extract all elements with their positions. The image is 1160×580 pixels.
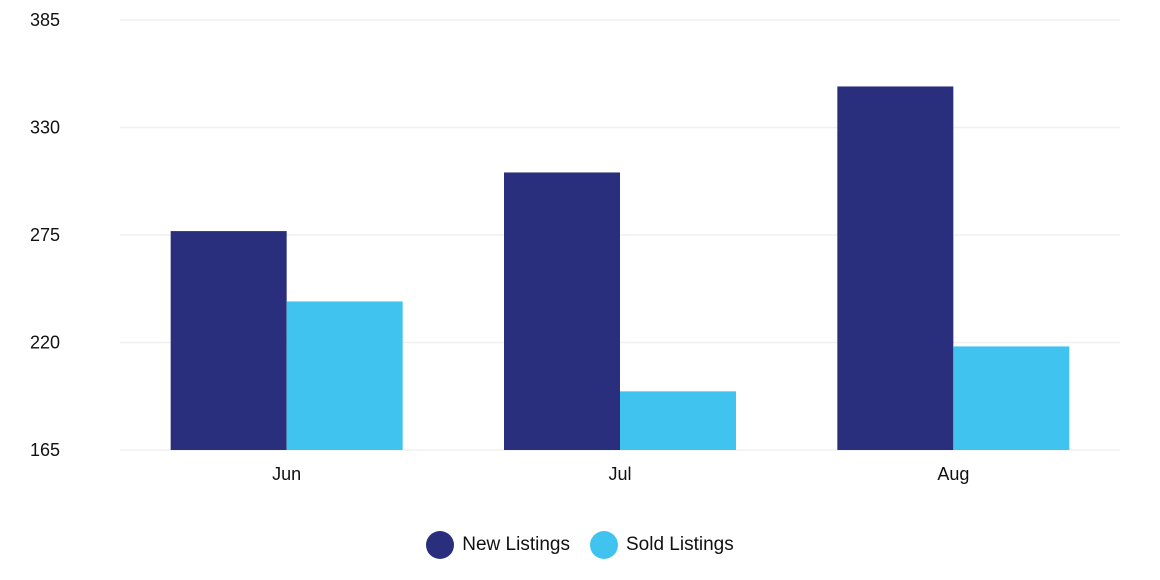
- x-tick-label: Jun: [272, 464, 301, 484]
- bars: [170, 86, 1070, 451]
- bar-new-listings-aug[interactable]: [837, 86, 954, 451]
- legend-swatch-sold-listings: [589, 531, 618, 559]
- bar-sold-listings-jul[interactable]: [620, 391, 736, 450]
- y-tick-label: 385: [30, 10, 60, 30]
- bar-new-listings-jun[interactable]: [170, 231, 287, 450]
- y-tick-label: 165: [30, 440, 60, 460]
- y-axis-ticks: 165 220 275 330 385: [30, 10, 60, 460]
- y-tick-label: 220: [30, 333, 60, 353]
- x-tick-label: Aug: [937, 464, 969, 484]
- bar-new-listings-jul[interactable]: [504, 172, 620, 451]
- y-tick-label: 275: [30, 225, 60, 245]
- bar-chart: 165 220 275 330 385 Jun Jul Aug: [30, 10, 1120, 484]
- legend-label-sold-listings: Sold Listings: [625, 534, 734, 555]
- bar-sold-listings-aug[interactable]: [953, 346, 1070, 450]
- chart-legend: New Listings Sold Listings: [0, 530, 1160, 560]
- legend-label-new-listings: New Listings: [462, 534, 570, 555]
- legend-swatch-new-listings: [426, 531, 455, 559]
- bar-sold-listings-jun[interactable]: [286, 301, 403, 450]
- legend-item-sold-listings[interactable]: Sold Listings: [589, 530, 734, 560]
- y-tick-label: 330: [30, 118, 60, 138]
- legend-item-new-listings[interactable]: New Listings: [426, 530, 570, 560]
- x-axis-ticks: Jun Jul Aug: [272, 464, 969, 484]
- x-tick-label: Jul: [608, 464, 631, 484]
